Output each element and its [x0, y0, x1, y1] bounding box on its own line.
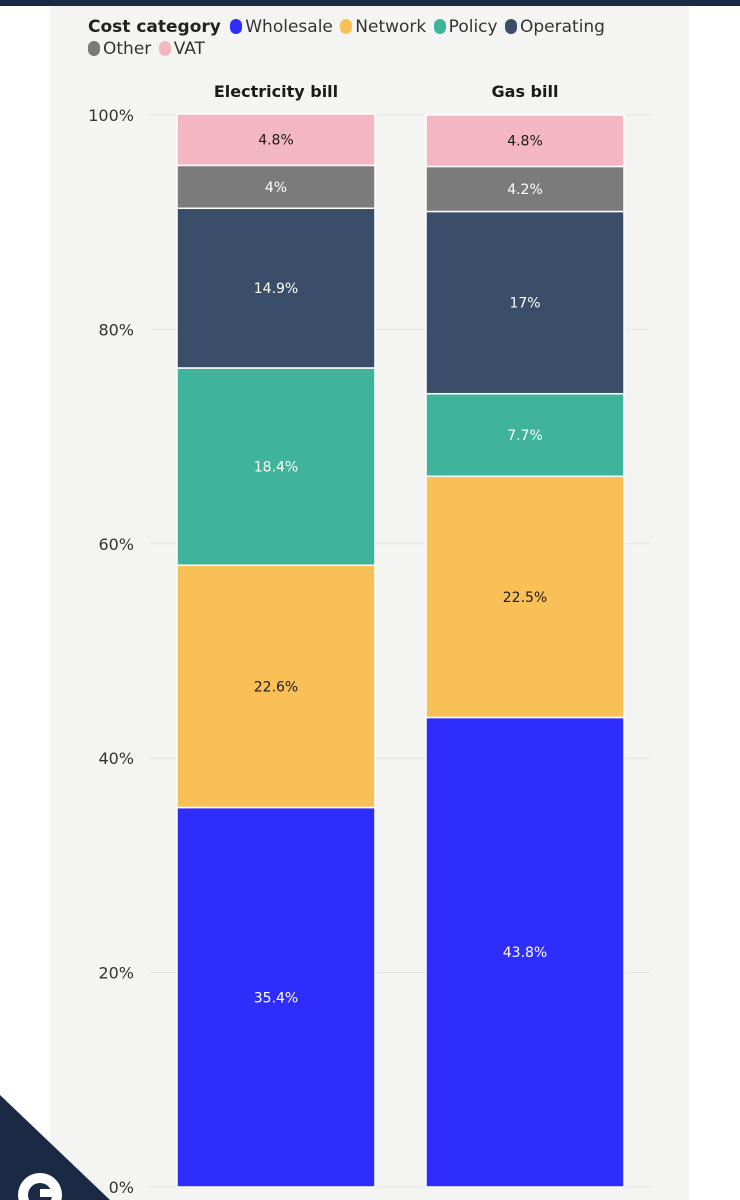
- data-label: 4.8%: [258, 133, 294, 149]
- other-swatch: [88, 41, 100, 56]
- bar-segment-vat: [425, 114, 625, 168]
- y-tick-label: 100%: [88, 106, 134, 125]
- bar-segment-wholesale: [425, 716, 625, 1188]
- legend-label-vat: VAT: [173, 39, 205, 59]
- data-label: 18.4%: [254, 460, 298, 476]
- bar-segment-operating: [176, 207, 376, 369]
- bar-segment-vat: [176, 113, 376, 167]
- legend-item-policy[interactable]: Policy: [433, 16, 498, 38]
- legend-label-other: Other: [103, 39, 152, 59]
- operating-swatch: [504, 19, 517, 34]
- bar-segment-network: [176, 564, 376, 809]
- bar-segment-policy: [425, 392, 625, 478]
- legend-label-network: Network: [355, 17, 427, 37]
- policy-swatch: [433, 19, 446, 34]
- legend-label-wholesale: Wholesale: [245, 17, 333, 37]
- y-tick-label: 20%: [98, 964, 134, 983]
- y-tick-label: 40%: [98, 749, 134, 768]
- category-label: Electricity bill: [214, 82, 338, 101]
- legend-label-policy: Policy: [448, 17, 498, 37]
- top-bar: [0, 0, 740, 6]
- bar-segment-network: [425, 475, 625, 719]
- bar-segment-wholesale: [176, 806, 376, 1188]
- publisher-badge-icon: [0, 1095, 110, 1200]
- legend-item-operating[interactable]: Operating: [504, 16, 605, 38]
- wholesale-swatch: [230, 19, 243, 34]
- data-label: 14.9%: [254, 281, 298, 297]
- bar-segment-policy: [176, 367, 376, 566]
- y-tick-label: 60%: [98, 535, 134, 554]
- legend-label-operating: Operating: [519, 17, 605, 37]
- legend-item-network[interactable]: Network: [340, 16, 426, 38]
- bar-segment-other: [425, 165, 625, 213]
- category-label: Gas bill: [492, 82, 559, 101]
- vat-swatch: [158, 41, 171, 56]
- legend-item-other[interactable]: Other: [88, 38, 151, 60]
- data-label: 17%: [509, 296, 540, 312]
- y-tick-label: 0%: [109, 1178, 134, 1197]
- data-label: 7.7%: [507, 428, 543, 444]
- network-swatch: [340, 19, 353, 34]
- legend-item-wholesale[interactable]: Wholesale: [230, 16, 333, 38]
- data-label: 22.5%: [503, 590, 547, 606]
- legend-item-vat[interactable]: VAT: [158, 38, 205, 60]
- data-label: 4.8%: [507, 134, 543, 150]
- legend: Cost category Wholesale Network Policy O…: [88, 16, 648, 60]
- bar-segment-operating: [425, 210, 625, 395]
- data-label: 4.2%: [507, 182, 543, 198]
- data-label: 43.8%: [503, 945, 547, 961]
- y-tick-label: 80%: [98, 320, 134, 339]
- legend-title: Cost category: [88, 17, 221, 37]
- data-label: 22.6%: [254, 679, 298, 695]
- data-label: 35.4%: [254, 990, 298, 1006]
- data-label: 4%: [265, 180, 287, 196]
